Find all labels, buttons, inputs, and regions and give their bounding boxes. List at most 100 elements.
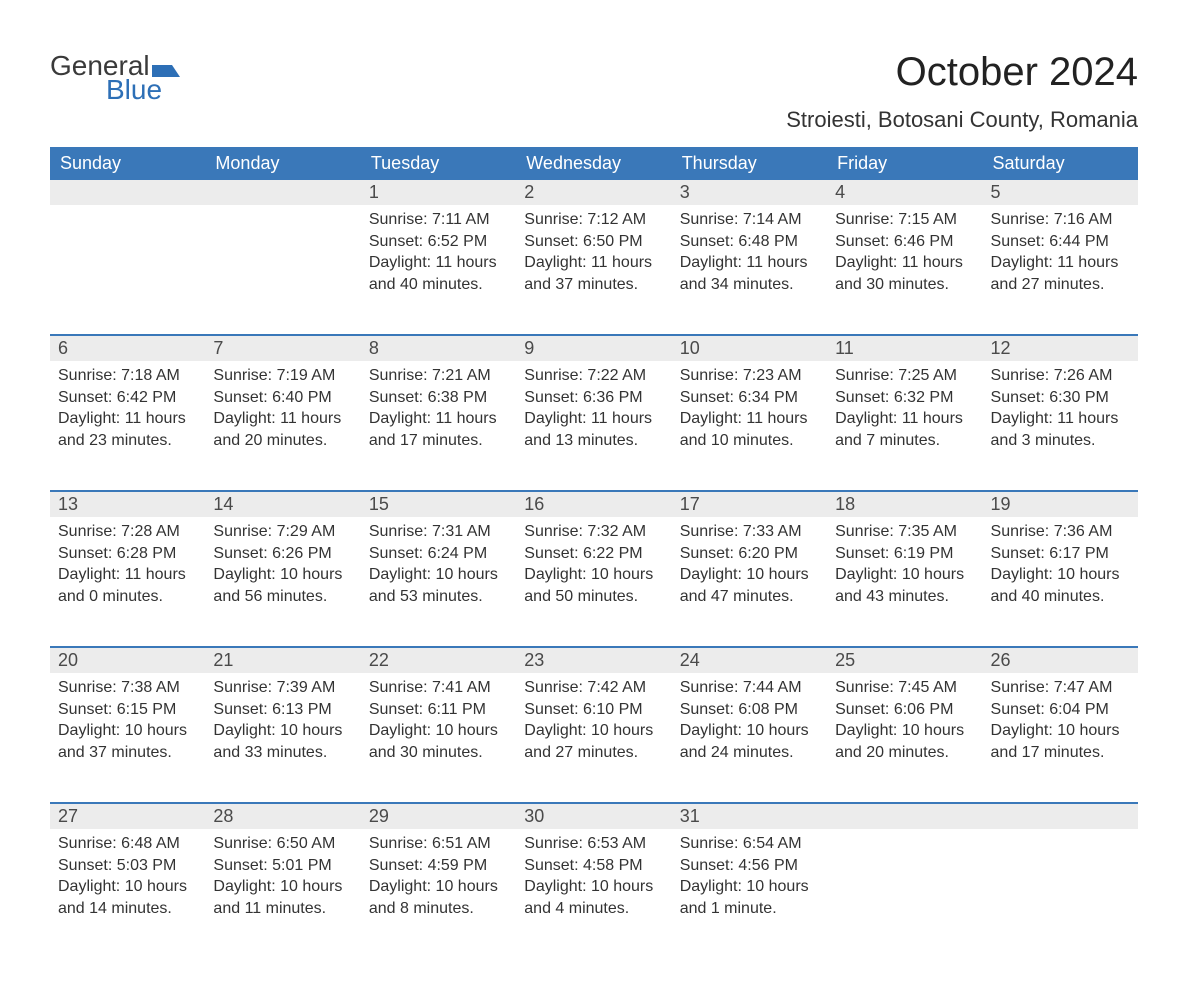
sunset-value: 6:44 PM bbox=[1049, 233, 1109, 250]
daylight-label: Daylight: bbox=[213, 410, 275, 427]
sunset-line: Sunset: 6:30 PM bbox=[991, 387, 1130, 409]
sunrise-label: Sunrise: bbox=[58, 835, 117, 852]
daynum-row: 20212223242526 bbox=[50, 647, 1138, 673]
daylight-label: Daylight: bbox=[835, 254, 897, 271]
day-number-cell: 29 bbox=[361, 803, 516, 829]
daylight-label: Daylight: bbox=[58, 722, 120, 739]
sunset-label: Sunset: bbox=[369, 233, 423, 250]
sunset-value: 6:24 PM bbox=[428, 545, 488, 562]
sunrise-line: Sunrise: 7:32 AM bbox=[524, 521, 663, 543]
sunset-line: Sunset: 6:32 PM bbox=[835, 387, 974, 409]
day-number-cell: 17 bbox=[672, 491, 827, 517]
sunrise-value: 7:42 AM bbox=[587, 679, 646, 696]
sunrise-label: Sunrise: bbox=[991, 367, 1050, 384]
sunrise-line: Sunrise: 6:54 AM bbox=[680, 833, 819, 855]
sunset-label: Sunset: bbox=[369, 545, 423, 562]
daylight-label: Daylight: bbox=[58, 410, 120, 427]
day-cell: Sunrise: 7:42 AMSunset: 6:10 PMDaylight:… bbox=[516, 673, 671, 803]
sunrise-value: 7:14 AM bbox=[743, 211, 802, 228]
sunset-label: Sunset: bbox=[524, 545, 578, 562]
daylight-label: Daylight: bbox=[835, 410, 897, 427]
sunset-label: Sunset: bbox=[213, 545, 267, 562]
day-number-cell bbox=[983, 803, 1138, 829]
daylight-line: Daylight: 11 hours and 13 minutes. bbox=[524, 408, 663, 451]
sunrise-line: Sunrise: 6:50 AM bbox=[213, 833, 352, 855]
daylight-line: Daylight: 11 hours and 0 minutes. bbox=[58, 564, 197, 607]
sunrise-line: Sunrise: 7:19 AM bbox=[213, 365, 352, 387]
daylight-line: Daylight: 10 hours and 4 minutes. bbox=[524, 876, 663, 919]
daylight-line: Daylight: 10 hours and 30 minutes. bbox=[369, 720, 508, 763]
sunrise-value: 7:35 AM bbox=[898, 523, 957, 540]
daylight-line: Daylight: 11 hours and 10 minutes. bbox=[680, 408, 819, 451]
sunrise-label: Sunrise: bbox=[213, 835, 272, 852]
sunset-value: 6:22 PM bbox=[583, 545, 643, 562]
day-cell bbox=[205, 205, 360, 335]
daylight-line: Daylight: 10 hours and 20 minutes. bbox=[835, 720, 974, 763]
sunrise-value: 7:29 AM bbox=[277, 523, 336, 540]
sunrise-line: Sunrise: 7:47 AM bbox=[991, 677, 1130, 699]
day-cell: Sunrise: 7:31 AMSunset: 6:24 PMDaylight:… bbox=[361, 517, 516, 647]
day-number-cell: 22 bbox=[361, 647, 516, 673]
sunrise-label: Sunrise: bbox=[991, 211, 1050, 228]
sunset-label: Sunset: bbox=[213, 389, 267, 406]
daylight-line: Daylight: 10 hours and 33 minutes. bbox=[213, 720, 352, 763]
day-number-cell: 13 bbox=[50, 491, 205, 517]
flag-icon bbox=[152, 59, 180, 77]
sunrise-line: Sunrise: 7:23 AM bbox=[680, 365, 819, 387]
daylight-label: Daylight: bbox=[524, 254, 586, 271]
day-cell: Sunrise: 7:15 AMSunset: 6:46 PMDaylight:… bbox=[827, 205, 982, 335]
sunrise-line: Sunrise: 7:39 AM bbox=[213, 677, 352, 699]
daylight-line: Daylight: 10 hours and 11 minutes. bbox=[213, 876, 352, 919]
sunrise-line: Sunrise: 7:26 AM bbox=[991, 365, 1130, 387]
sunrise-label: Sunrise: bbox=[680, 367, 739, 384]
day-number-cell: 15 bbox=[361, 491, 516, 517]
sunset-value: 6:15 PM bbox=[117, 701, 177, 718]
sunrise-line: Sunrise: 7:42 AM bbox=[524, 677, 663, 699]
sunrise-value: 6:53 AM bbox=[587, 835, 646, 852]
daylight-label: Daylight: bbox=[680, 878, 742, 895]
sunset-label: Sunset: bbox=[835, 233, 889, 250]
daylight-label: Daylight: bbox=[835, 566, 897, 583]
sunset-value: 6:28 PM bbox=[117, 545, 177, 562]
sunset-line: Sunset: 5:01 PM bbox=[213, 855, 352, 877]
sunrise-value: 7:12 AM bbox=[587, 211, 646, 228]
day-number-cell: 4 bbox=[827, 180, 982, 205]
sunset-line: Sunset: 6:20 PM bbox=[680, 543, 819, 565]
sunrise-label: Sunrise: bbox=[213, 679, 272, 696]
day-cell: Sunrise: 6:53 AMSunset: 4:58 PMDaylight:… bbox=[516, 829, 671, 959]
weekday-header: Wednesday bbox=[516, 147, 671, 180]
sunrise-value: 7:15 AM bbox=[898, 211, 957, 228]
day-number-cell: 25 bbox=[827, 647, 982, 673]
daylight-label: Daylight: bbox=[680, 254, 742, 271]
sunrise-label: Sunrise: bbox=[835, 523, 894, 540]
daylight-label: Daylight: bbox=[369, 410, 431, 427]
sunset-value: 6:50 PM bbox=[583, 233, 643, 250]
sunrise-value: 6:51 AM bbox=[432, 835, 491, 852]
day-cell: Sunrise: 7:45 AMSunset: 6:06 PMDaylight:… bbox=[827, 673, 982, 803]
day-cell: Sunrise: 7:44 AMSunset: 6:08 PMDaylight:… bbox=[672, 673, 827, 803]
daylight-label: Daylight: bbox=[369, 722, 431, 739]
sunrise-line: Sunrise: 7:28 AM bbox=[58, 521, 197, 543]
sunrise-label: Sunrise: bbox=[524, 211, 583, 228]
daylight-line: Daylight: 10 hours and 17 minutes. bbox=[991, 720, 1130, 763]
sunrise-label: Sunrise: bbox=[369, 367, 428, 384]
daylight-label: Daylight: bbox=[369, 254, 431, 271]
day-body: Sunrise: 6:51 AMSunset: 4:59 PMDaylight:… bbox=[361, 829, 516, 929]
day-cell: Sunrise: 7:36 AMSunset: 6:17 PMDaylight:… bbox=[983, 517, 1138, 647]
day-body: Sunrise: 7:38 AMSunset: 6:15 PMDaylight:… bbox=[50, 673, 205, 773]
sunset-label: Sunset: bbox=[58, 857, 112, 874]
sunset-value: 6:08 PM bbox=[738, 701, 798, 718]
sunrise-value: 7:18 AM bbox=[121, 367, 180, 384]
day-body: Sunrise: 7:22 AMSunset: 6:36 PMDaylight:… bbox=[516, 361, 671, 461]
sunrise-line: Sunrise: 6:51 AM bbox=[369, 833, 508, 855]
day-body: Sunrise: 7:16 AMSunset: 6:44 PMDaylight:… bbox=[983, 205, 1138, 305]
sunset-value: 6:48 PM bbox=[738, 233, 798, 250]
daylight-line: Daylight: 11 hours and 7 minutes. bbox=[835, 408, 974, 451]
daynum-row: 2728293031 bbox=[50, 803, 1138, 829]
weekday-header: Friday bbox=[827, 147, 982, 180]
sunset-label: Sunset: bbox=[680, 545, 734, 562]
day-cell: Sunrise: 7:33 AMSunset: 6:20 PMDaylight:… bbox=[672, 517, 827, 647]
sunset-label: Sunset: bbox=[991, 545, 1045, 562]
sunrise-label: Sunrise: bbox=[524, 679, 583, 696]
sunrise-label: Sunrise: bbox=[835, 367, 894, 384]
